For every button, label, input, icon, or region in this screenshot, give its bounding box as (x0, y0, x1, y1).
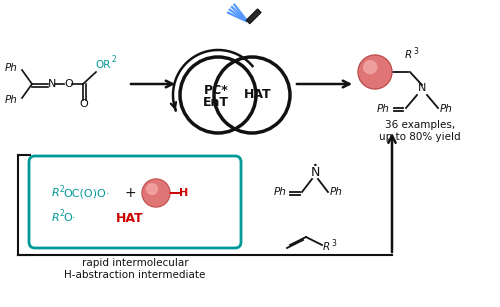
Text: H-abstraction intermediate: H-abstraction intermediate (64, 270, 206, 280)
Text: Ph: Ph (440, 104, 453, 114)
Text: R: R (405, 50, 412, 60)
Circle shape (358, 55, 392, 89)
Text: N: N (310, 165, 320, 178)
Text: Ph: Ph (5, 95, 18, 105)
Text: rapid intermolecular: rapid intermolecular (82, 258, 188, 268)
Text: 2: 2 (111, 56, 116, 64)
Text: 2: 2 (59, 209, 64, 219)
Text: Ph: Ph (274, 187, 287, 197)
Circle shape (214, 57, 290, 133)
Circle shape (147, 184, 158, 194)
Text: N: N (48, 79, 56, 89)
Text: OC(O)O·: OC(O)O· (63, 188, 110, 198)
Text: 3: 3 (413, 46, 418, 56)
Text: N: N (418, 83, 426, 93)
Text: HAT: HAT (244, 88, 272, 102)
Text: O·: O· (63, 213, 76, 223)
FancyBboxPatch shape (29, 156, 241, 248)
Text: O: O (80, 99, 88, 109)
Text: O: O (64, 79, 73, 89)
Text: H: H (179, 188, 188, 198)
Text: R: R (52, 213, 60, 223)
Text: 2: 2 (59, 185, 64, 193)
Polygon shape (246, 9, 261, 24)
Circle shape (142, 179, 170, 207)
Text: EnT: EnT (203, 96, 229, 110)
Circle shape (360, 56, 390, 87)
Circle shape (180, 57, 256, 133)
Text: Ph: Ph (5, 63, 18, 73)
Circle shape (364, 61, 376, 74)
Text: 36 examples,: 36 examples, (385, 120, 455, 130)
Text: up to 80% yield: up to 80% yield (379, 132, 461, 142)
Text: OR: OR (95, 60, 110, 70)
Text: PC*: PC* (204, 84, 229, 96)
Text: Ph: Ph (330, 187, 343, 197)
Text: R: R (323, 242, 330, 252)
Text: 3: 3 (331, 239, 336, 247)
Text: +: + (124, 186, 136, 200)
Text: Ph: Ph (377, 104, 390, 114)
Text: HAT: HAT (116, 212, 144, 224)
Text: R: R (52, 188, 60, 198)
Circle shape (143, 180, 169, 206)
Text: ·: · (312, 158, 318, 172)
